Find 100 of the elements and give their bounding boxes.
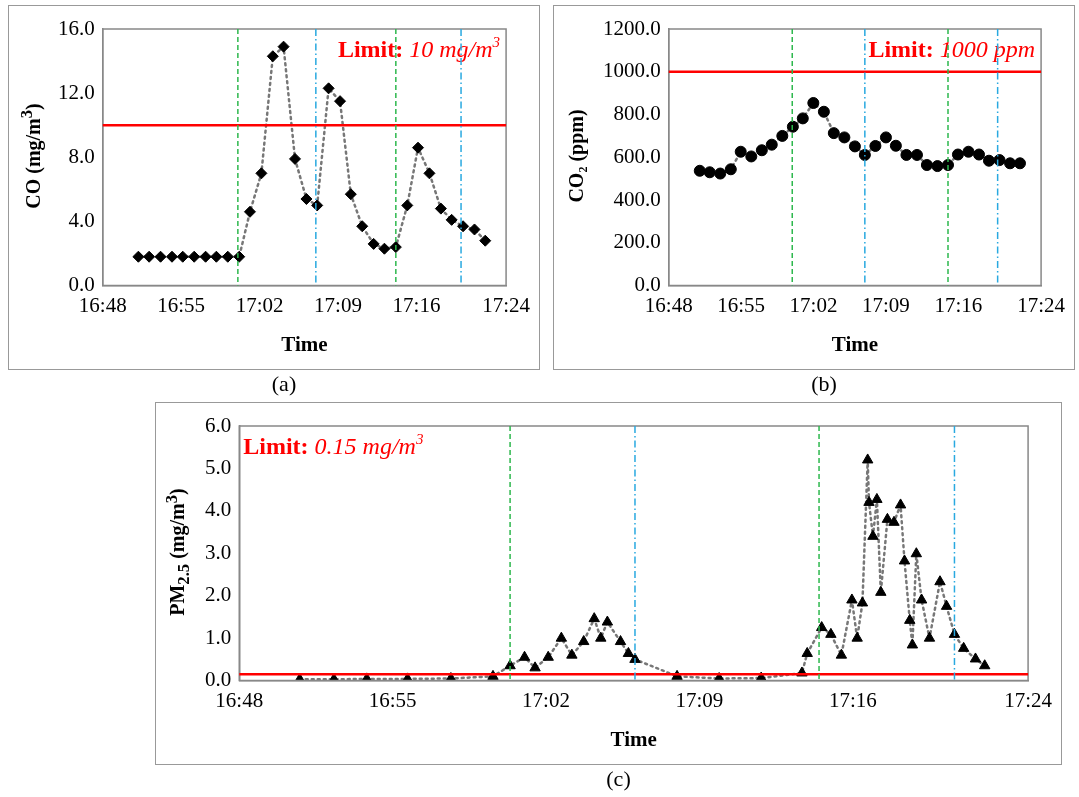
- y-tick-label: 400.0: [613, 186, 661, 211]
- x-tick-label: 17:02: [789, 292, 838, 317]
- x-axis-title: Time: [831, 331, 879, 356]
- x-tick-label: 17:16: [828, 687, 877, 712]
- point: [915, 593, 928, 604]
- point: [601, 615, 614, 626]
- point: [851, 631, 863, 642]
- point: [445, 213, 458, 226]
- point: [542, 650, 554, 661]
- y-tick-label: 16.0: [58, 15, 95, 40]
- x-tick-label: 17:09: [314, 292, 362, 317]
- point: [221, 250, 234, 263]
- point: [920, 159, 933, 171]
- x-tick-label: 17:09: [675, 687, 724, 712]
- y-tick-label: 4.0: [68, 207, 95, 232]
- y-tick-label: 200.0: [613, 229, 661, 254]
- point: [846, 593, 858, 604]
- point: [210, 250, 223, 263]
- point: [969, 652, 982, 663]
- x-tick-label: 16:55: [368, 687, 417, 712]
- point: [1013, 157, 1026, 170]
- point: [910, 547, 923, 558]
- point: [889, 139, 902, 152]
- point: [856, 596, 869, 607]
- point: [825, 627, 837, 638]
- point: [356, 220, 369, 233]
- point: [957, 641, 970, 652]
- point: [861, 453, 874, 464]
- point: [765, 138, 778, 151]
- point: [962, 145, 975, 158]
- point: [734, 145, 747, 158]
- point: [745, 150, 758, 163]
- point: [835, 648, 848, 659]
- point: [555, 631, 568, 642]
- point: [979, 659, 991, 670]
- point: [863, 495, 875, 506]
- point: [900, 148, 913, 161]
- point: [412, 141, 425, 154]
- point: [322, 82, 335, 95]
- point: [906, 638, 919, 649]
- x-tick-label: 17:16: [934, 292, 983, 317]
- point: [468, 223, 481, 236]
- point: [378, 242, 391, 255]
- point: [614, 635, 627, 646]
- point: [898, 554, 911, 565]
- point: [894, 498, 907, 509]
- point: [951, 148, 964, 161]
- y-tick-label: 4.0: [205, 497, 232, 522]
- y-tick-label: 600.0: [613, 143, 661, 168]
- y-tick-label: 1200.0: [603, 15, 661, 40]
- y-tick-label: 8.0: [68, 143, 95, 168]
- point: [993, 154, 1006, 167]
- point: [910, 148, 923, 161]
- point: [143, 250, 156, 263]
- ref-line-label: Limit: 1000 ppm: [868, 36, 1036, 62]
- point: [940, 599, 953, 610]
- point: [724, 163, 737, 176]
- x-tick-label: 17:16: [392, 292, 441, 317]
- point: [401, 199, 414, 212]
- x-tick-label: 17:09: [862, 292, 910, 317]
- point: [904, 613, 916, 624]
- point: [344, 188, 357, 201]
- point: [982, 154, 995, 167]
- point: [879, 131, 892, 144]
- point: [817, 105, 830, 118]
- point: [434, 202, 447, 215]
- point: [529, 661, 541, 672]
- point: [165, 250, 178, 263]
- point: [867, 529, 879, 540]
- x-axis-title: Time: [610, 726, 657, 751]
- x-tick-label: 17:02: [235, 292, 284, 317]
- point: [188, 250, 201, 263]
- point: [518, 650, 531, 661]
- point: [300, 193, 313, 205]
- point: [334, 95, 347, 108]
- point: [479, 234, 492, 247]
- point: [755, 144, 768, 157]
- x-tick-label: 17:24: [1004, 687, 1053, 712]
- point: [622, 646, 635, 657]
- point: [796, 112, 809, 125]
- point: [1004, 157, 1017, 170]
- point: [869, 139, 882, 152]
- y-tick-label: 5.0: [205, 454, 232, 479]
- point: [693, 164, 706, 177]
- point: [931, 160, 944, 173]
- point: [714, 167, 727, 180]
- point: [423, 167, 436, 180]
- y-tick-label: 1.0: [205, 624, 232, 649]
- point: [923, 631, 936, 642]
- text: (a): [271, 371, 297, 397]
- text: (c): [606, 766, 631, 792]
- point: [566, 648, 578, 659]
- y-tick-label: 800.0: [613, 101, 661, 126]
- point: [827, 127, 840, 140]
- point: [176, 250, 189, 263]
- point: [588, 612, 600, 623]
- point: [888, 515, 900, 526]
- x-tick-label: 17:24: [1017, 292, 1066, 317]
- y-tick-label: 12.0: [58, 79, 95, 104]
- point: [266, 50, 279, 63]
